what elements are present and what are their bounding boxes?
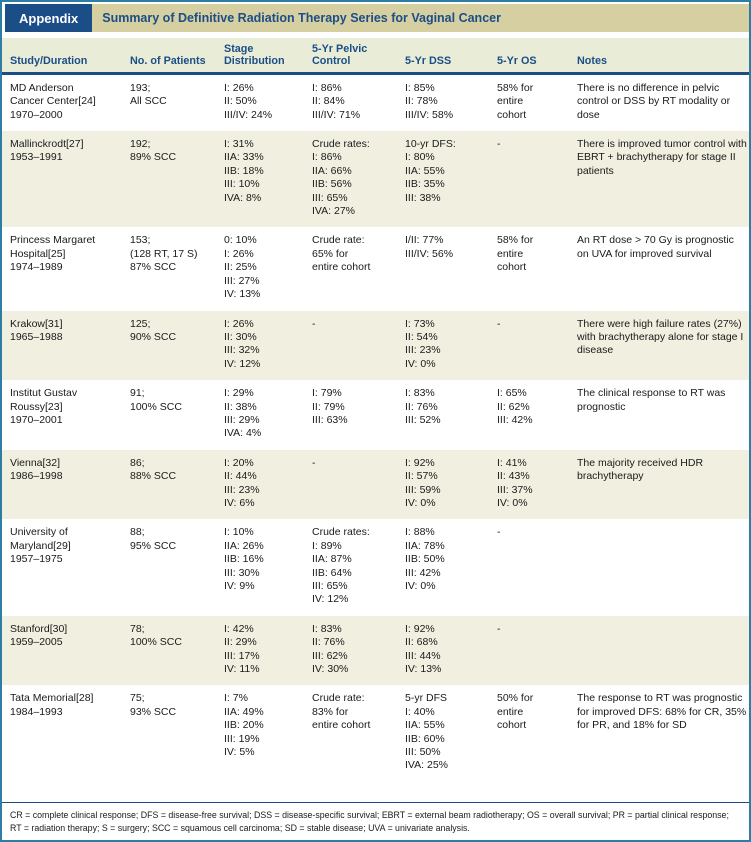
- cell-5yr-dss: I: 88% IIA: 78% IIB: 50% III: 42% IV: 0%: [405, 526, 445, 592]
- cell-no-of-patients: 193; All SCC: [130, 81, 167, 108]
- cell-study-duration: Institut Gustav Roussy[23] 1970–2001: [10, 387, 78, 426]
- col-stage-distribution: Stage Distribution: [216, 38, 304, 75]
- cell-no-of-patients: 75; 93% SCC: [130, 692, 177, 718]
- cell-5yr-os: -: [497, 317, 501, 330]
- cell-5yr-dss: I: 85% II: 78% III/IV: 58%: [405, 81, 454, 121]
- table-header-row: Study/Duration No. of Patients Stage Dis…: [2, 38, 749, 75]
- table-row: Institut Gustav Roussy[23] 1970–2001 91;…: [2, 380, 749, 450]
- cell-5yr-pelvic-control: Crude rate: 83% for entire cohort: [312, 692, 371, 732]
- cell-no-of-patients: 86; 88% SCC: [130, 456, 177, 483]
- table-title: Summary of Definitive Radiation Therapy …: [102, 11, 501, 25]
- cell-notes: The clinical response to RT was prognost…: [577, 387, 726, 413]
- cell-stage-distribution: I: 26% II: 50% III/IV: 24%: [224, 81, 273, 121]
- cell-notes: There were high failure rates (27%) with…: [577, 317, 744, 357]
- cell-5yr-os: 58% for entire cohort: [497, 234, 534, 274]
- cell-5yr-os: -: [497, 138, 501, 151]
- col-5yr-os: 5-Yr OS: [489, 38, 569, 75]
- cell-stage-distribution: 0: 10% I: 26% II: 25% III: 27% IV: 13%: [224, 234, 261, 301]
- table-row: Tata Memorial[28] 1984–1993 75; 93% SCC …: [2, 685, 749, 781]
- cell-notes: The response to RT was prognostic for im…: [577, 692, 747, 732]
- cell-notes: An RT dose > 70 Gy is prognostic on UVA …: [577, 234, 734, 260]
- cell-5yr-pelvic-control: Crude rates: I: 86% IIA: 66% IIB: 56% II…: [312, 138, 370, 218]
- cell-no-of-patients: 192; 89% SCC: [130, 138, 177, 164]
- title-bar-background: Summary of Definitive Radiation Therapy …: [92, 4, 749, 32]
- radiation-therapy-series-table: Study/Duration No. of Patients Stage Dis…: [2, 38, 749, 782]
- cell-5yr-dss: I: 83% II: 76% III: 52%: [405, 387, 441, 426]
- cell-5yr-os: I: 41% II: 43% III: 37% IV: 0%: [497, 456, 533, 509]
- table-row: MD Anderson Cancer Center[24] 1970–2000 …: [2, 73, 749, 131]
- cell-5yr-pelvic-control: I: 79% II: 79% III: 63%: [312, 387, 348, 426]
- cell-notes: The majority received HDR brachytherapy: [577, 456, 704, 483]
- cell-5yr-dss: 5-yr DFS I: 40% IIA: 55% IIB: 60% III: 5…: [405, 692, 448, 772]
- cell-5yr-pelvic-control: -: [312, 317, 316, 330]
- title-bar: Appendix Summary of Definitive Radiation…: [2, 2, 749, 32]
- cell-5yr-dss: I: 73% II: 54% III: 23% IV: 0%: [405, 317, 441, 370]
- cell-5yr-os: I: 65% II: 62% III: 42%: [497, 387, 533, 426]
- appendix-badge: Appendix: [5, 4, 93, 32]
- cell-stage-distribution: I: 31% IIA: 33% IIB: 18% III: 10% IVA: 8…: [224, 138, 264, 204]
- cell-notes: [569, 616, 749, 686]
- col-5yr-dss: 5-Yr DSS: [397, 38, 489, 75]
- cell-5yr-dss: 10-yr DFS: I: 80% IIA: 55% IIB: 35% III:…: [405, 138, 456, 204]
- cell-5yr-pelvic-control: I: 83% II: 76% III: 62% IV: 30%: [312, 622, 349, 676]
- table-row: Stanford[30] 1959–2005 78; 100% SCC I: 4…: [2, 615, 749, 686]
- cell-notes: There is improved tumor control with EBR…: [577, 138, 747, 177]
- col-5yr-pelvic-control: 5-Yr Pelvic Control: [304, 38, 397, 75]
- cell-5yr-dss: I: 92% II: 68% III: 44% IV: 13%: [405, 622, 442, 676]
- cell-study-duration: Vienna[32] 1986–1998: [10, 456, 63, 483]
- cell-stage-distribution: I: 42% II: 29% III: 17% IV: 11%: [224, 622, 260, 676]
- cell-5yr-os: -: [497, 622, 501, 635]
- cell-5yr-dss: I/II: 77% III/IV: 56%: [405, 234, 454, 260]
- cell-study-duration: Princess Margaret Hospital[25] 1974–1989: [10, 234, 96, 274]
- table-row: University of Maryland[29] 1957–1975 88;…: [2, 519, 749, 615]
- cell-no-of-patients: 91; 100% SCC: [130, 387, 182, 413]
- cell-study-duration: Mallinckrodt[27] 1953–1991: [10, 138, 84, 164]
- cell-stage-distribution: I: 7% IIA: 49% IIB: 20% III: 19% IV: 5%: [224, 692, 264, 759]
- cell-stage-distribution: I: 20% II: 44% III: 23% IV: 6%: [224, 456, 260, 509]
- cell-no-of-patients: 88; 95% SCC: [130, 526, 177, 552]
- cell-no-of-patients: 153; (128 RT, 17 S) 87% SCC: [130, 234, 198, 274]
- table-row: Vienna[32] 1986–1998 86; 88% SCC I: 20% …: [2, 449, 749, 520]
- col-study-duration: Study/Duration: [2, 38, 122, 75]
- cell-5yr-pelvic-control: Crude rate: 65% for entire cohort: [312, 234, 371, 274]
- cell-5yr-os: 58% for entire cohort: [497, 81, 534, 121]
- cell-5yr-os: -: [497, 526, 501, 539]
- table-row: Mallinckrodt[27] 1953–1991 192; 89% SCC …: [2, 131, 749, 228]
- cell-stage-distribution: I: 29% II: 38% III: 29% IVA: 4%: [224, 387, 262, 440]
- cell-study-duration: Stanford[30] 1959–2005: [10, 622, 68, 649]
- cell-notes: There is no difference in pelvic control…: [577, 81, 731, 121]
- cell-no-of-patients: 125; 90% SCC: [130, 317, 177, 343]
- title-header-gap: [2, 32, 749, 38]
- cell-5yr-dss: I: 92% II: 57% III: 59% IV: 0%: [405, 456, 441, 509]
- cell-5yr-pelvic-control: Crude rates: I: 89% IIA: 87% IIB: 64% II…: [312, 526, 370, 606]
- cell-stage-distribution: I: 10% IIA: 26% IIB: 16% III: 30% IV: 9%: [224, 526, 264, 592]
- cell-study-duration: Krakow[31] 1965–1988: [10, 317, 63, 343]
- cell-study-duration: MD Anderson Cancer Center[24] 1970–2000: [10, 81, 96, 121]
- cell-5yr-pelvic-control: -: [312, 456, 316, 469]
- cell-no-of-patients: 78; 100% SCC: [130, 622, 182, 649]
- cell-5yr-pelvic-control: I: 86% II: 84% III/IV: 71%: [312, 81, 361, 121]
- cell-study-duration: Tata Memorial[28] 1984–1993: [10, 692, 94, 718]
- abbreviations-footnote: CR = complete clinical response; DFS = d…: [2, 801, 749, 840]
- col-no-of-patients: No. of Patients: [122, 38, 216, 75]
- cell-stage-distribution: I: 26% II: 30% III: 32% IV: 12%: [224, 317, 261, 370]
- cell-study-duration: University of Maryland[29] 1957–1975: [10, 526, 71, 566]
- cell-notes: [569, 519, 749, 615]
- cell-5yr-os: 50% for entire cohort: [497, 692, 534, 732]
- col-notes: Notes: [569, 38, 749, 75]
- table-row: Krakow[31] 1965–1988 125; 90% SCC I: 26%…: [2, 310, 749, 381]
- table-row: Princess Margaret Hospital[25] 1974–1989…: [2, 227, 749, 310]
